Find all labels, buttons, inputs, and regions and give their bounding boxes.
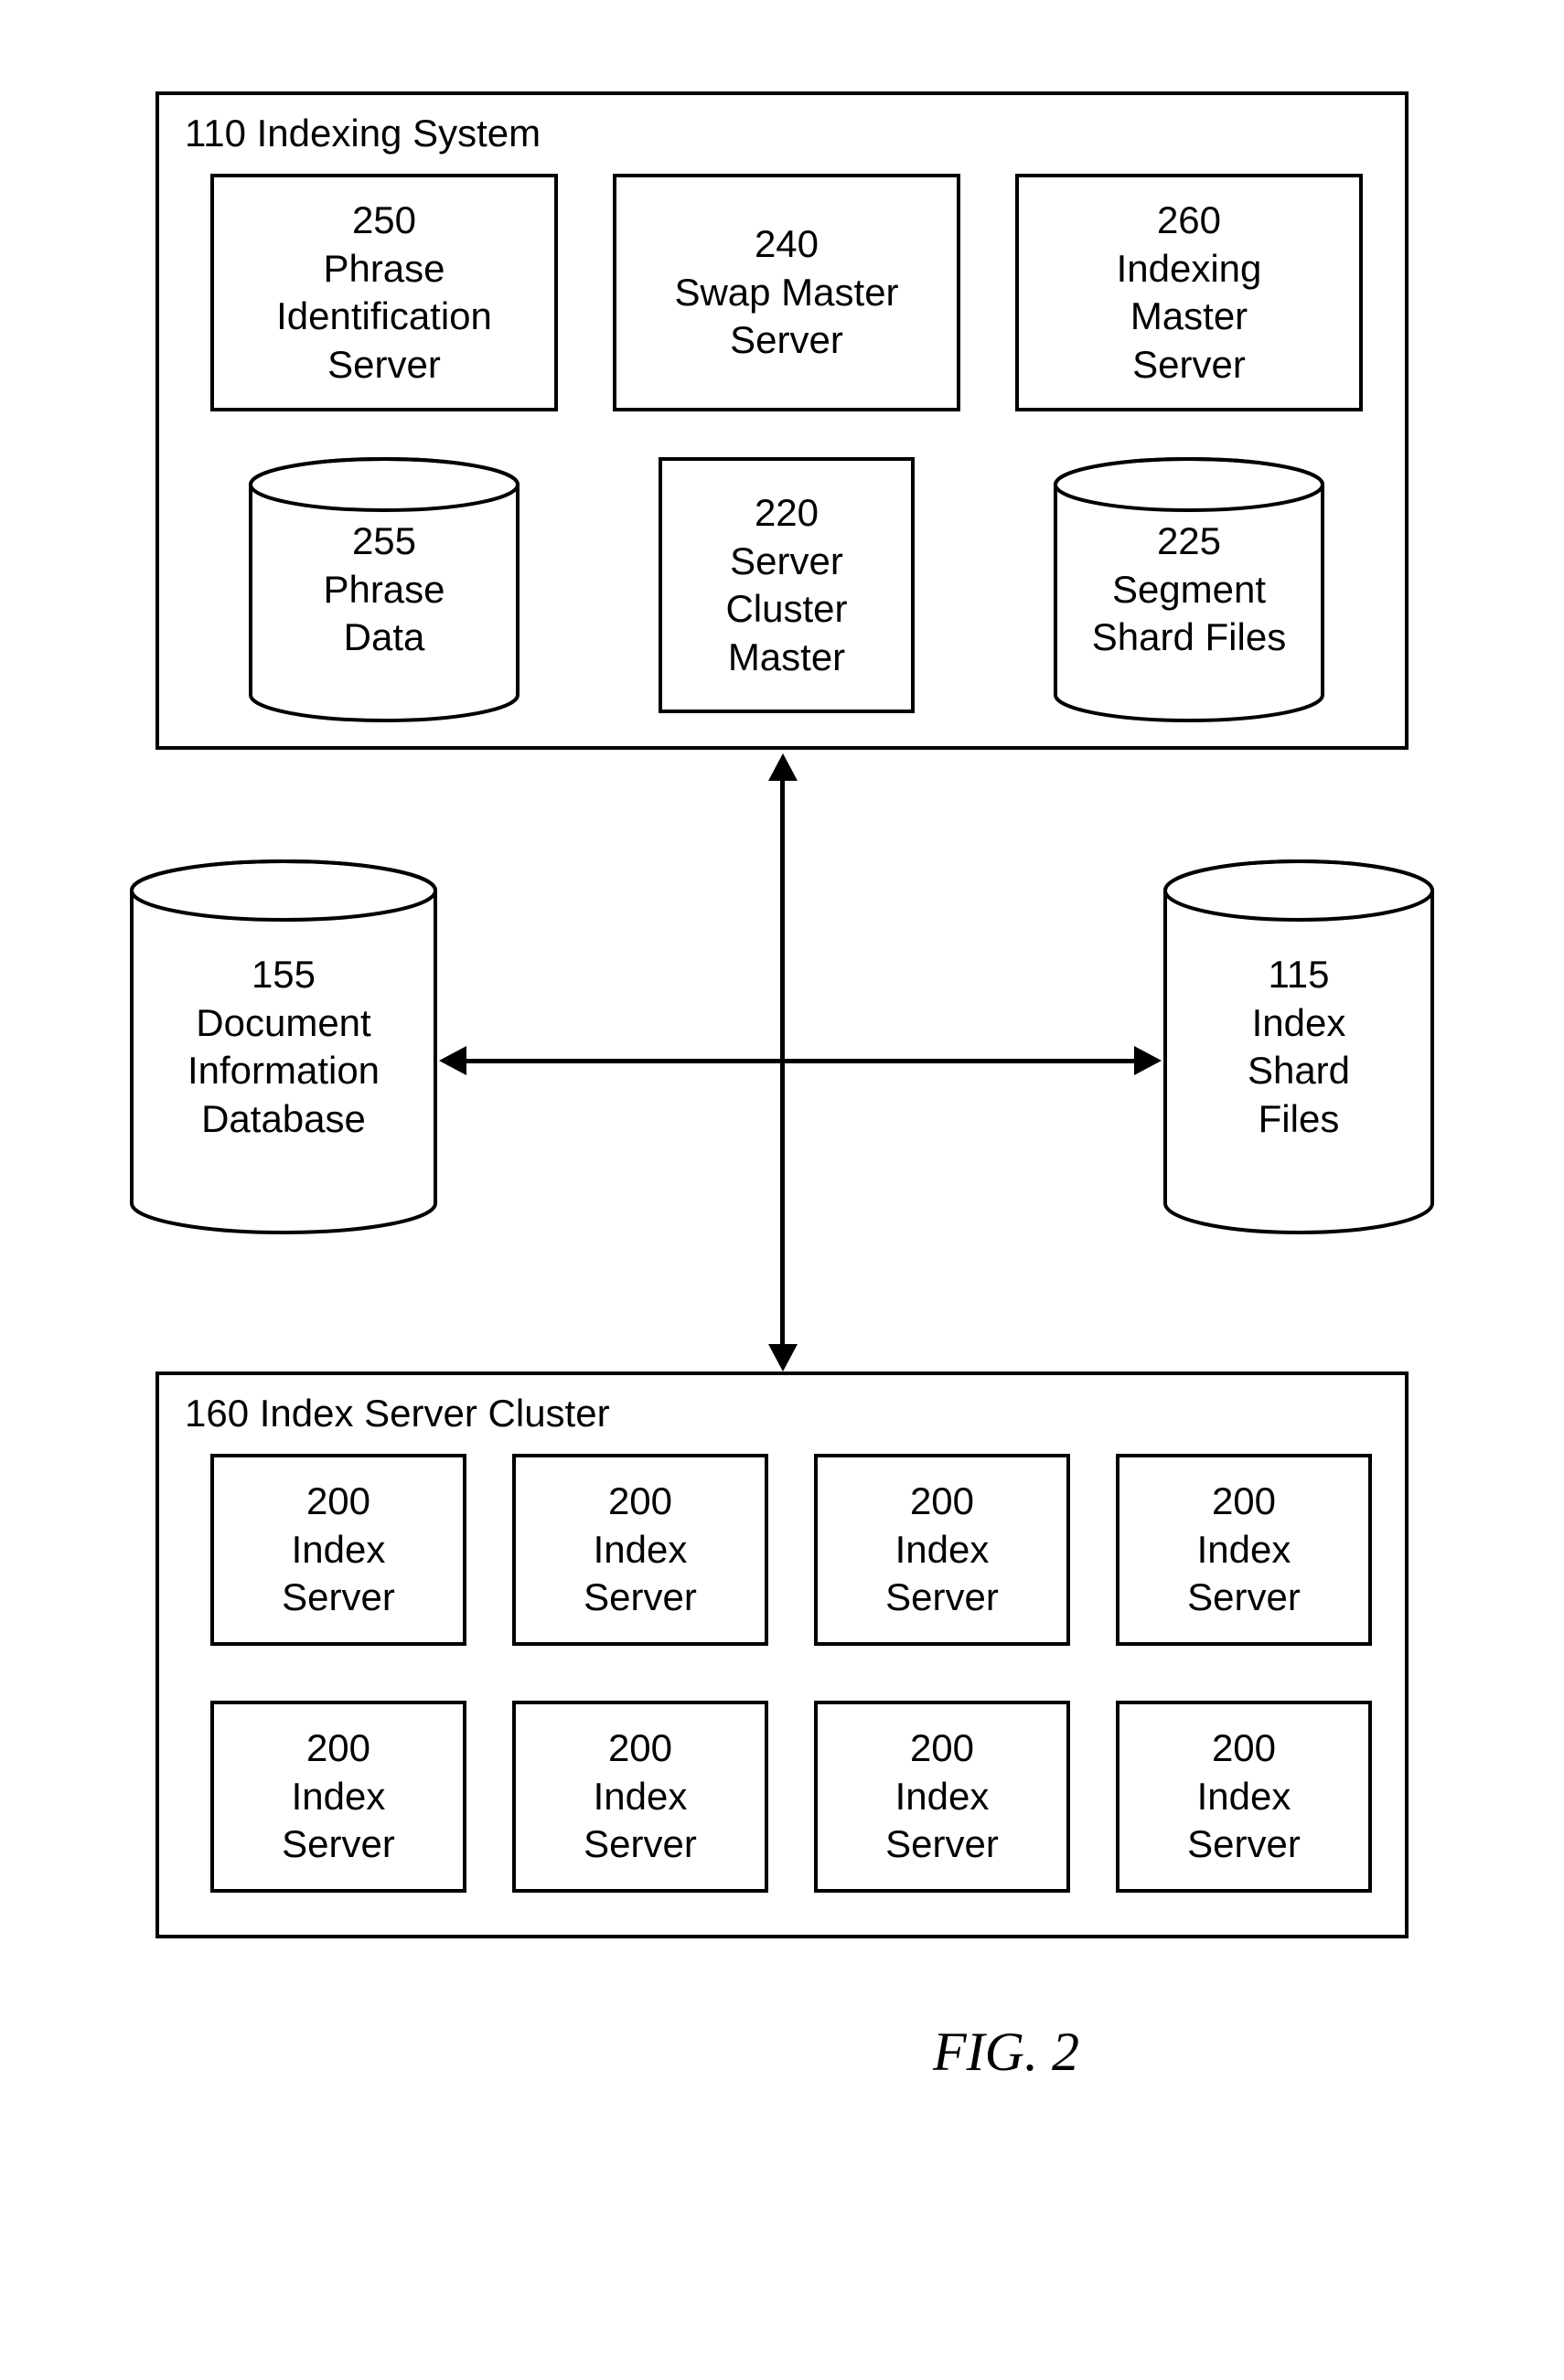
index-server-node: 200 Index Server xyxy=(512,1701,768,1893)
node-line: Indexing xyxy=(1117,245,1262,293)
node-line: Server xyxy=(1187,1820,1301,1869)
node-line: Data xyxy=(344,615,425,658)
node-line: Index xyxy=(292,1526,386,1574)
node-line: Shard xyxy=(1248,1049,1350,1092)
node-line: Master xyxy=(1130,293,1248,341)
node-line: Index xyxy=(895,1526,990,1574)
index-server-node: 200 Index Server xyxy=(1116,1701,1372,1893)
node-num: 250 xyxy=(352,197,416,245)
index-server-node: 200 Index Server xyxy=(512,1454,768,1646)
node-num: 260 xyxy=(1157,197,1221,245)
node-num: 200 xyxy=(608,1478,672,1526)
segment-shard-files-cylinder: 225 Segment Shard Files xyxy=(1052,457,1326,722)
node-line: Server xyxy=(584,1574,697,1622)
node-line: Server xyxy=(730,316,843,365)
node-line: Files xyxy=(1259,1097,1340,1140)
node-num: 200 xyxy=(306,1478,370,1526)
node-num: 200 xyxy=(1212,1724,1276,1773)
index-server-node: 200 Index Server xyxy=(210,1701,466,1893)
node-line: Master xyxy=(728,634,845,682)
arrow-right-icon xyxy=(1134,1046,1162,1075)
node-line: Server xyxy=(282,1820,395,1869)
phrase-data-cylinder: 255 Phrase Data xyxy=(247,457,521,722)
index-server-node: 200 Index Server xyxy=(1116,1454,1372,1646)
node-line: Phrase xyxy=(323,245,445,293)
index-server-cluster-title: 160 Index Server Cluster xyxy=(185,1392,610,1435)
index-server-node: 200 Index Server xyxy=(210,1454,466,1646)
node-line: Server xyxy=(584,1820,697,1869)
indexing-system-title: 110 Indexing System xyxy=(185,112,541,155)
index-shard-files-cylinder: 115 Index Shard Files xyxy=(1162,859,1436,1234)
node-num: 200 xyxy=(910,1478,974,1526)
figure-caption: FIG. 2 xyxy=(933,2021,1079,2084)
node-line: Segment xyxy=(1112,568,1266,611)
node-line: Index xyxy=(1197,1773,1291,1821)
arrow-left-icon xyxy=(439,1046,466,1075)
node-line: Phrase xyxy=(323,568,445,611)
node-line: Index xyxy=(895,1773,990,1821)
node-num: 155 xyxy=(252,953,316,996)
node-line: Shard Files xyxy=(1092,615,1286,658)
node-line: Server xyxy=(1187,1574,1301,1622)
node-line: Index xyxy=(1252,1001,1346,1044)
node-line: Swap Master xyxy=(674,269,898,317)
index-server-node: 200 Index Server xyxy=(814,1454,1070,1646)
arrow-up-icon xyxy=(768,753,798,781)
node-line: Server xyxy=(885,1820,999,1869)
node-line: Server xyxy=(885,1574,999,1622)
node-line: Information xyxy=(187,1049,380,1092)
node-num: 255 xyxy=(352,519,416,562)
diagram-canvas: 110 Indexing System 250 Phrase Identific… xyxy=(155,91,1409,2103)
node-num: 200 xyxy=(910,1724,974,1773)
node-num: 200 xyxy=(306,1724,370,1773)
node-line: Index xyxy=(1197,1526,1291,1574)
node-line: Database xyxy=(201,1097,366,1140)
horizontal-edge xyxy=(462,1059,1139,1063)
node-line: Index xyxy=(594,1773,688,1821)
server-cluster-master-node: 220 Server Cluster Master xyxy=(659,457,915,713)
indexing-master-node: 260 Indexing Master Server xyxy=(1015,174,1363,411)
index-server-node: 200 Index Server xyxy=(814,1701,1070,1893)
node-num: 200 xyxy=(1212,1478,1276,1526)
node-line: Cluster xyxy=(725,585,847,634)
node-line: Document xyxy=(196,1001,370,1044)
arrow-down-icon xyxy=(768,1344,798,1371)
node-line: Server xyxy=(282,1574,395,1622)
node-line: Index xyxy=(292,1773,386,1821)
node-num: 200 xyxy=(608,1724,672,1773)
node-line: Index xyxy=(594,1526,688,1574)
doc-info-db-cylinder: 155 Document Information Database xyxy=(128,859,439,1234)
swap-master-node: 240 Swap Master Server xyxy=(613,174,960,411)
node-line: Server xyxy=(730,538,843,586)
node-num: 115 xyxy=(1269,953,1330,996)
phrase-id-server-node: 250 Phrase Identification Server xyxy=(210,174,558,411)
node-num: 240 xyxy=(755,220,819,269)
node-num: 220 xyxy=(755,489,819,538)
node-line: Server xyxy=(327,341,441,390)
node-line: Identification xyxy=(276,293,492,341)
node-line: Server xyxy=(1132,341,1246,390)
node-num: 225 xyxy=(1157,519,1221,562)
